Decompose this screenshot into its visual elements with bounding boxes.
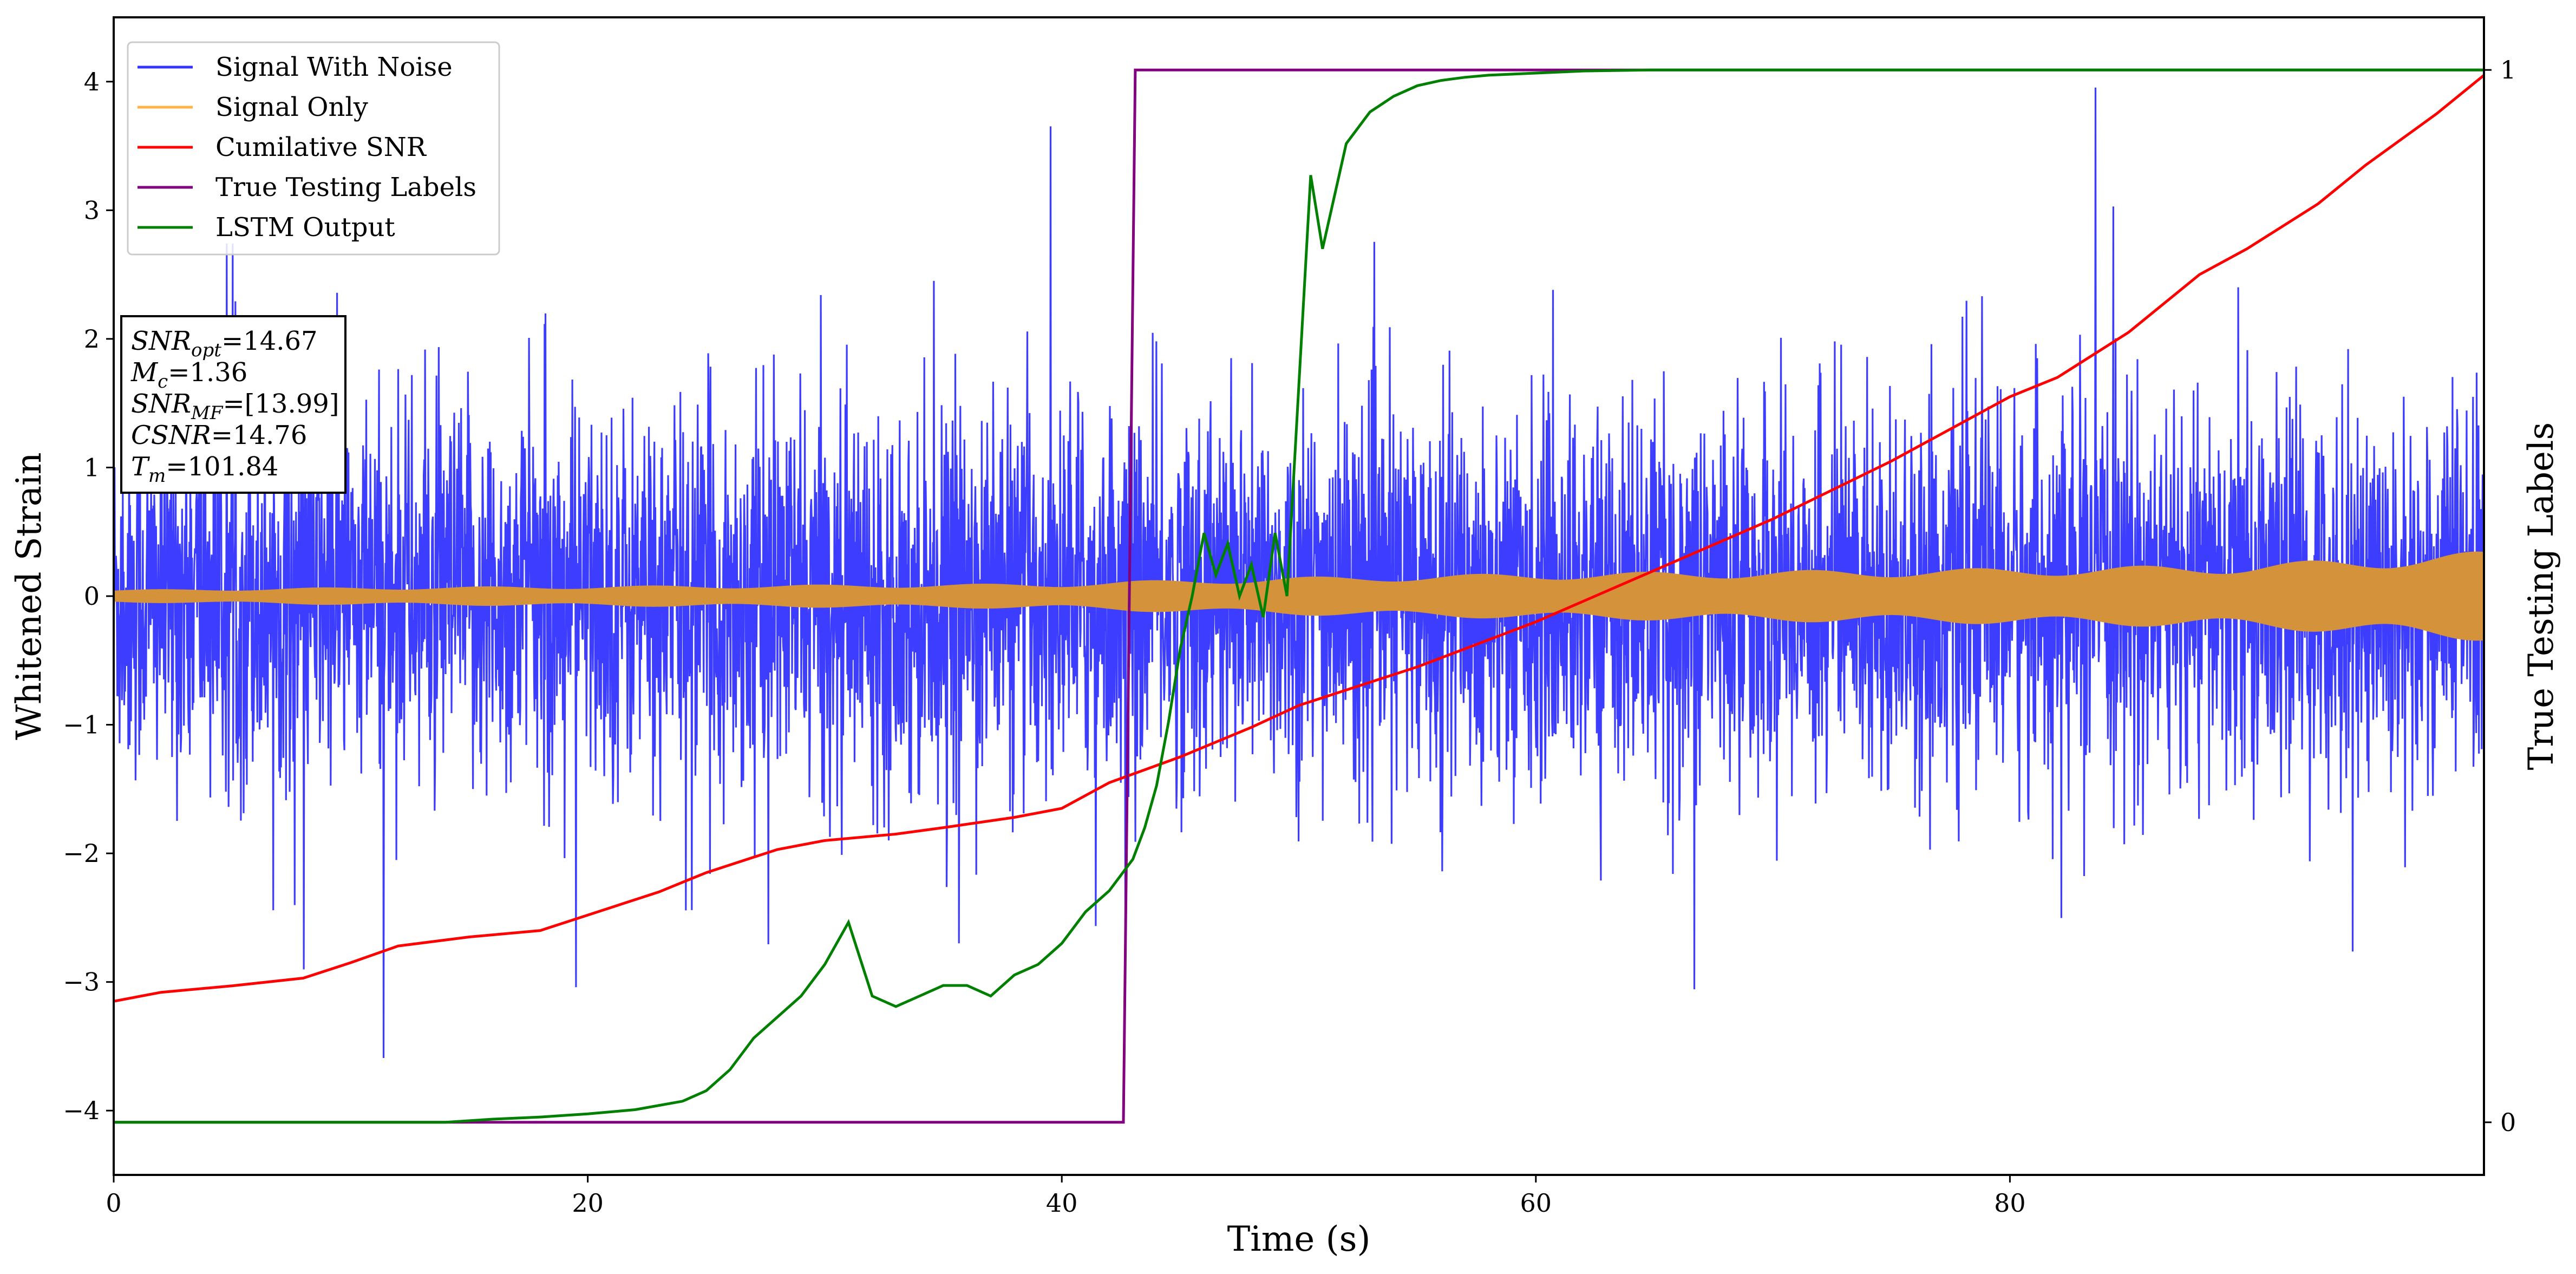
series-signal-only — [114, 551, 2484, 641]
y-tick-label: −2 — [63, 839, 100, 868]
y-tick-label: 0 — [84, 582, 100, 611]
y-tick-label: 2 — [84, 324, 100, 354]
info-line: Tm=101.84 — [131, 452, 278, 487]
y-tick-label: 1 — [84, 453, 100, 482]
y2-axis-title: True Testing Labels — [2521, 422, 2561, 770]
y-tick-label: 4 — [84, 67, 100, 96]
x-tick-label: 80 — [1994, 1188, 2026, 1218]
info-line: Mc=1.36 — [130, 357, 247, 393]
y-tick-label: −1 — [63, 710, 100, 740]
info-box: SNRopt=14.67Mc=1.36SNRMF=[13.99]CSNR=14.… — [120, 315, 346, 494]
legend-label: Cumilative SNR — [215, 132, 427, 162]
legend-label: Signal With Noise — [215, 52, 453, 82]
x-tick-label: 20 — [572, 1188, 604, 1218]
legend-label: True Testing Labels — [215, 172, 476, 202]
y-axis-title: Whitened Strain — [9, 452, 49, 740]
info-line: SNRopt=14.67 — [131, 326, 318, 361]
y-tick-label: 3 — [84, 195, 100, 225]
legend-label: Signal Only — [215, 92, 368, 122]
y2-tick-label: 1 — [2500, 55, 2516, 84]
x-tick-label: 60 — [1520, 1188, 1552, 1218]
y-axis: −4 −3 −2 −1 0 1 2 3 4 — [63, 67, 114, 1125]
x-tick-label: 40 — [1046, 1188, 1078, 1218]
x-axis-title: Time (s) — [1227, 1219, 1371, 1259]
legend-label: LSTM Output — [215, 212, 395, 243]
y2-axis: 01 — [2484, 55, 2516, 1137]
info-line: CSNR=14.76 — [131, 420, 307, 450]
x-axis: 0 20 40 60 80 — [106, 1175, 2026, 1218]
series-lstm-output — [114, 68, 2484, 1124]
x-tick-label: 0 — [106, 1188, 121, 1218]
info-box-frame — [120, 315, 346, 494]
legend-frame — [127, 41, 500, 256]
y-tick-label: −3 — [63, 968, 100, 997]
info-line: SNRMF=[13.99] — [131, 389, 339, 424]
legend: Signal With Noise Signal Only Cumilative S… — [127, 41, 500, 256]
y-tick-label: −4 — [63, 1096, 100, 1125]
series-cumulative-snr — [114, 74, 2484, 1003]
y2-tick-label: 0 — [2500, 1108, 2516, 1137]
